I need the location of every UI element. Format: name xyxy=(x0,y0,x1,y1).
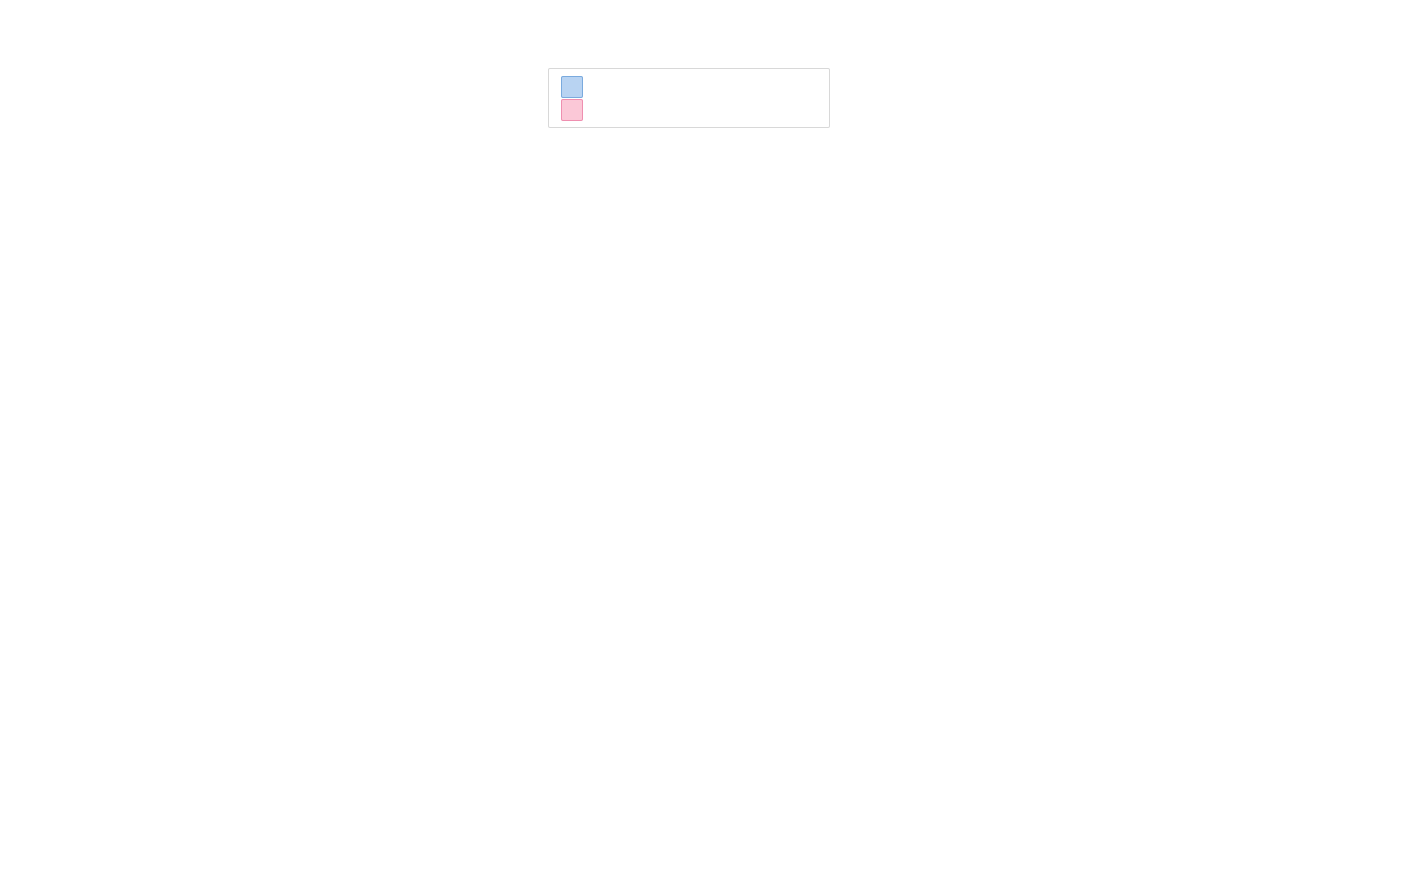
legend-swatch-mexicans xyxy=(561,75,583,98)
series-swatch-hondurans xyxy=(716,850,732,872)
correlation-legend xyxy=(548,68,830,128)
legend-swatch-hondurans xyxy=(561,98,583,121)
series-legend-item-mexicans[interactable] xyxy=(665,850,690,872)
series-legend-item-hondurans[interactable] xyxy=(716,850,741,872)
legend-row-mexicans xyxy=(561,75,829,98)
series-legend xyxy=(0,850,1406,872)
series-swatch-mexicans xyxy=(665,850,681,872)
legend-row-hondurans xyxy=(561,98,829,121)
